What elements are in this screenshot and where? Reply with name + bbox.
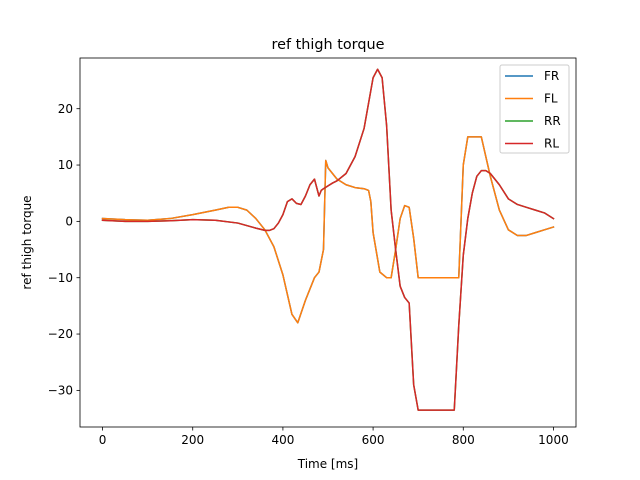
x-tick-label: 1000	[538, 433, 569, 447]
y-tick-label: −10	[48, 271, 73, 285]
legend-box	[499, 64, 570, 154]
y-axis-title: ref thigh torque	[20, 195, 34, 289]
series-line-fl	[101, 136, 555, 324]
x-axis-title: Time [ms]	[297, 457, 359, 471]
legend-label-rr: RR	[544, 114, 561, 128]
legend-label-fl: FL	[544, 92, 558, 106]
x-tick-label: 200	[181, 433, 204, 447]
x-tick-label: 0	[99, 433, 107, 447]
legend: FR FL RR RL	[499, 64, 570, 154]
legend-label-rl: RL	[544, 137, 559, 151]
x-tick-label: 600	[362, 433, 385, 447]
y-tick-label: 20	[58, 102, 73, 116]
x-tick-label: 400	[271, 433, 294, 447]
legend-items: FR FL RR RL	[505, 69, 561, 151]
legend-label-fr: FR	[544, 69, 559, 83]
y-tick-label: −30	[48, 384, 73, 398]
plot-lines	[101, 68, 555, 411]
y-tick-label: 0	[65, 215, 73, 229]
y-tick-label: −20	[48, 327, 73, 341]
chart-title: ref thigh torque	[272, 37, 385, 53]
x-axis-ticks: 0 200 400 600 800 1000	[99, 427, 569, 447]
axes-frame	[79, 57, 577, 428]
y-axis-ticks: −30 −20 −10 0 10 20	[48, 102, 80, 398]
series-line-rl	[101, 68, 555, 411]
x-tick-label: 800	[452, 433, 475, 447]
y-tick-label: 10	[58, 158, 73, 172]
